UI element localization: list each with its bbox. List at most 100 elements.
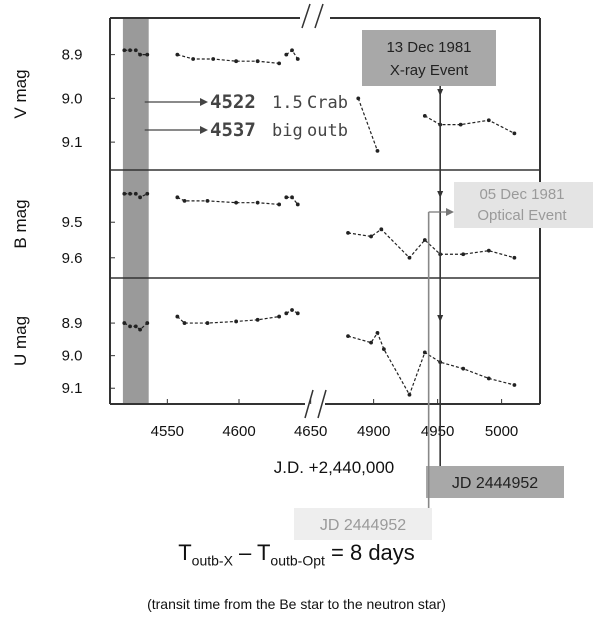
arrowhead-icon [200,98,208,106]
annotation-value: big [272,121,303,141]
data-point [175,195,180,200]
data-point [290,308,294,312]
formula-rhs: = 8 days [324,540,415,565]
data-point [486,118,491,123]
data-point [205,321,210,325]
data-point [458,122,463,127]
data-point [486,248,491,253]
data-point [145,321,150,325]
data-point [175,314,180,319]
data-point [356,96,361,101]
data-point [255,59,260,64]
optical-event-box [454,182,593,228]
arrowhead-icon [437,315,444,322]
data-line [177,196,280,206]
outburst-band [122,18,149,404]
x-tick-label: 4650 [294,423,327,440]
x-tick-labels: 4550 4600 4650 4900 4950 5000 [151,399,518,440]
formula: Toutb-X – Toutb-Opt = 8 days [0,540,593,568]
axis-break-mark [317,389,327,419]
data-point [234,319,239,324]
data-point [234,59,239,64]
optical-jd-box [294,508,432,540]
data-point [255,317,260,322]
optical-event-label: Optical Event [477,207,567,224]
data-point [138,52,143,57]
chart-marks [122,48,517,397]
x-tick-label: 5000 [485,423,518,440]
y-tick-label: 8.9 [62,315,83,332]
data-point [375,330,380,335]
x-tick-label: 4900 [357,423,390,440]
annotation-label: outb [307,121,348,141]
axis-break-mark [301,3,311,29]
data-line [347,228,515,259]
data-point [381,347,386,352]
data-point [191,57,196,61]
formula-minus: – [232,540,257,565]
annotation-number: 4522 [210,91,256,113]
axis-break-mark [314,3,324,29]
data-point [290,48,294,53]
data-point [175,52,180,57]
data-point [295,57,300,61]
data-point [128,324,132,329]
formula-t1: T [178,540,192,565]
data-point [295,311,300,316]
optical-event-title: 05 Dec 1981 [479,186,564,203]
formula-t2-sub: outb-Opt [270,552,325,569]
data-point [422,238,427,242]
arrowhead-icon [437,89,444,96]
data-point [128,48,132,53]
data-point [375,148,380,153]
data-point [346,334,350,339]
data-line [424,115,515,134]
data-point [346,230,350,235]
data-point [133,324,138,329]
formula-t1-sub: outb-X [191,552,233,569]
y-tick-label: 9.5 [62,214,83,231]
data-point [234,200,239,205]
y-tick-labels: 8.9 9.0 9.1 9.5 9.6 8.9 9.0 9.1 [62,47,115,397]
arrowhead-icon [446,208,454,216]
formula-t2: T [256,540,271,565]
annotation-value: 1.5 [272,93,303,113]
data-point [284,195,289,200]
xray-jd-box [426,466,564,498]
data-point [512,383,517,387]
data-point [255,200,260,205]
data-point [277,61,282,66]
data-point [422,350,427,355]
data-point [133,191,138,196]
y-axis-titles: V mag B mag U mag [11,69,30,366]
y-tick-label: 9.1 [62,134,83,151]
y-axis-title-0: V mag [11,69,30,118]
data-point [512,131,517,136]
data-point [277,314,282,319]
annotations: 4522 1.5 Crab 4537 big outb [144,91,348,141]
xray-event-box [362,30,496,86]
y-tick-label: 9.0 [62,90,83,107]
xray-event-label: X-ray Event [390,62,469,79]
y-tick-label: 9.1 [62,380,83,397]
data-point [145,191,150,196]
data-point [205,198,210,203]
annotation-number: 4537 [210,119,256,141]
data-point [138,195,143,200]
annotation-label: Crab [307,93,348,113]
data-line [357,98,379,152]
data-point [128,191,132,196]
data-point [138,327,143,332]
y-axis-title-1: B mag [11,199,30,248]
data-point [182,198,187,203]
event-markers: 13 Dec 1981 X-ray Event JD 2444952 05 Dec 1… [294,30,593,540]
data-point [284,311,289,316]
data-point [369,340,373,345]
y-tick-label: 8.9 [62,47,83,64]
y-tick-label: 9.6 [62,250,83,267]
data-line [177,54,280,64]
data-point [407,392,412,397]
data-point [277,202,282,207]
data-point [290,195,294,200]
